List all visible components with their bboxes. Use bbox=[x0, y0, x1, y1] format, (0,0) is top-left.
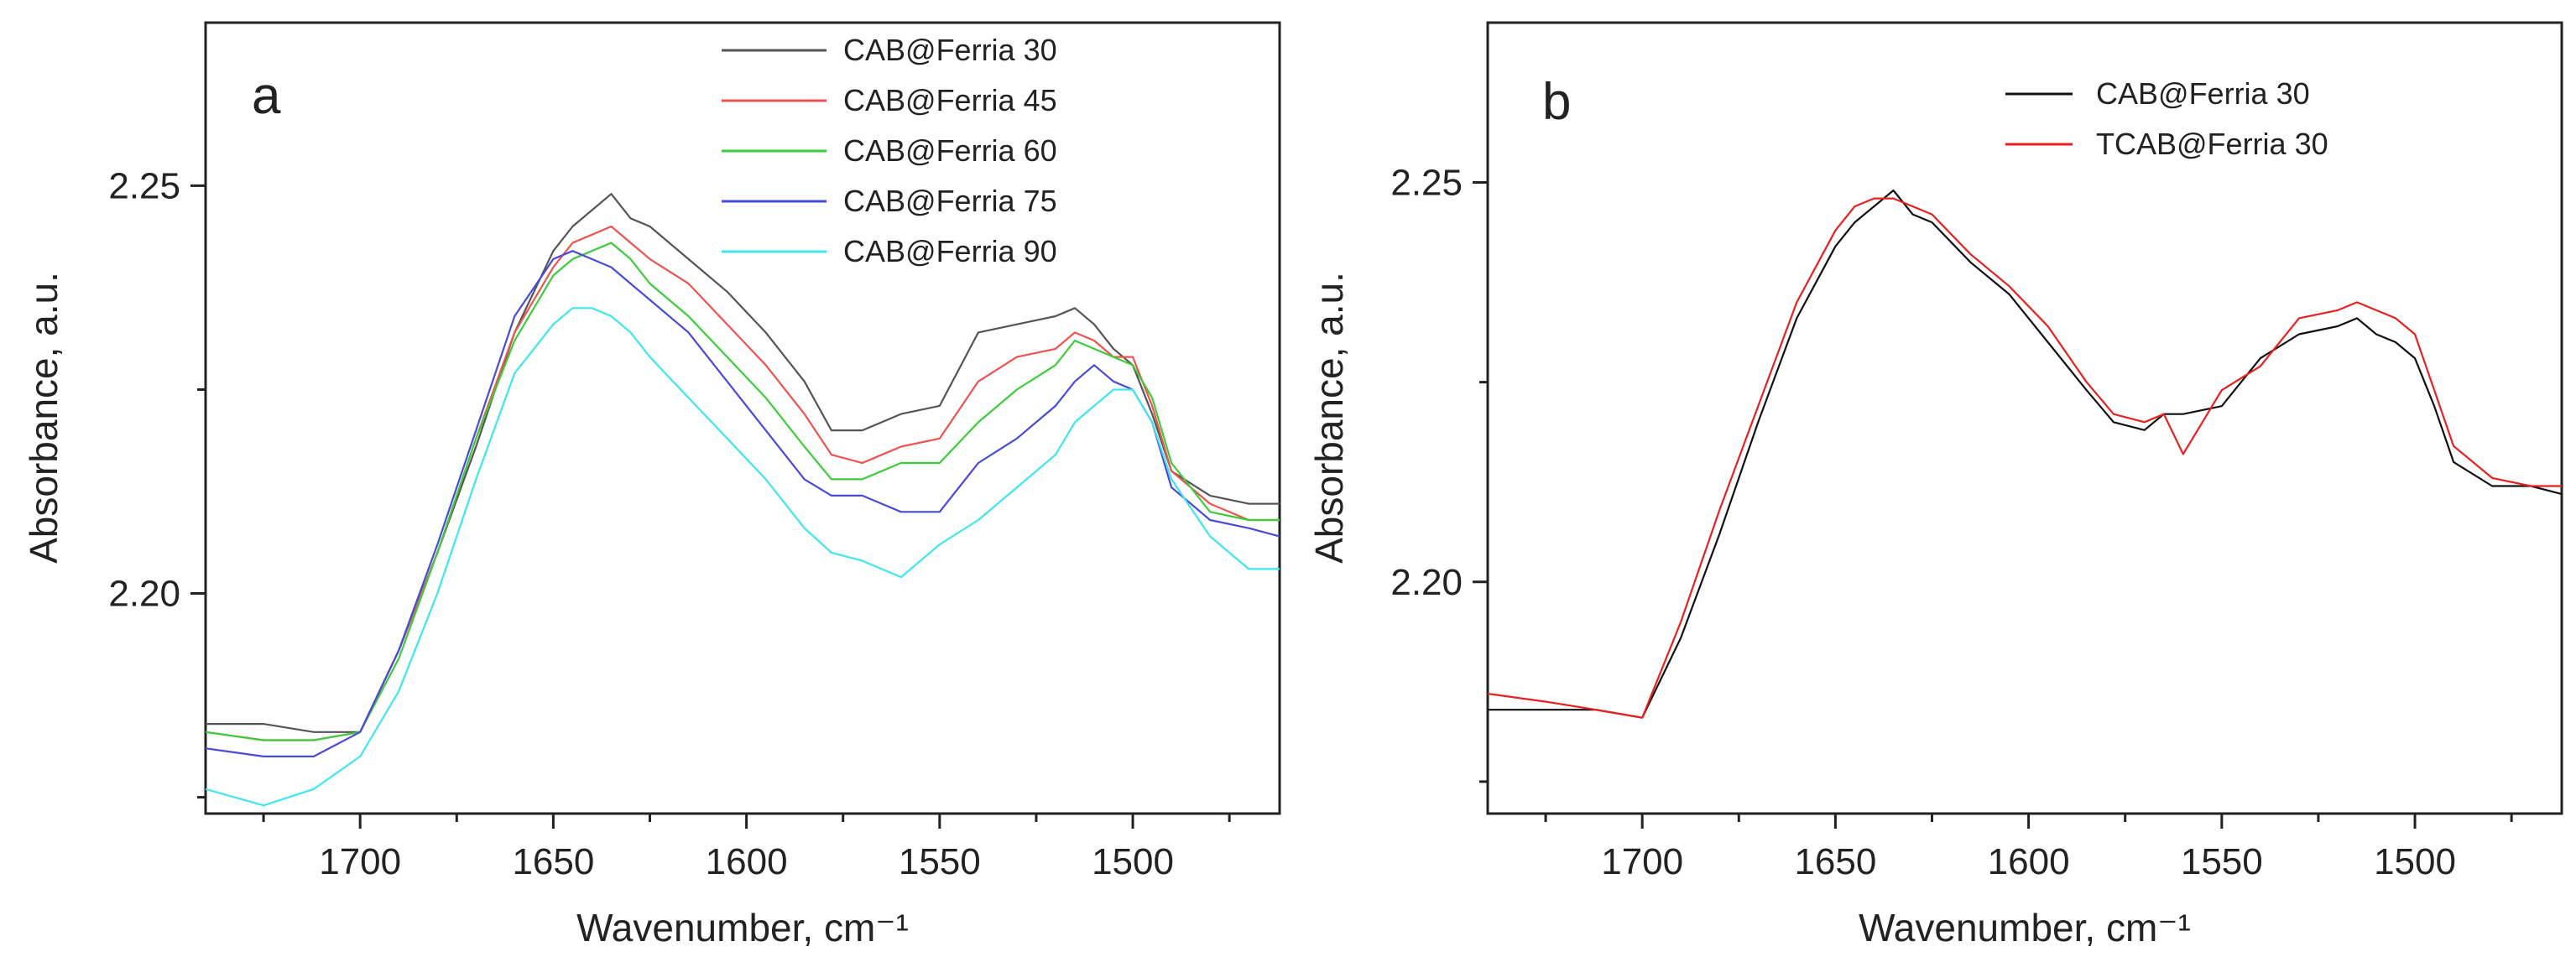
x-tick-label-a: 1550 bbox=[899, 841, 981, 882]
legend-a: CAB@Ferria 30 CAB@Ferria 45 CAB@Ferria 60 C… bbox=[722, 33, 1057, 268]
y-axis-title-b: Absorbance, a.u. bbox=[1307, 272, 1351, 564]
series-line-a-4 bbox=[205, 250, 1280, 758]
x-tick-label-a: 1650 bbox=[512, 841, 594, 882]
series-line-a-3 bbox=[205, 242, 1280, 741]
series-lines-b bbox=[1487, 189, 2563, 719]
legend-label-a-2: CAB@Ferria 45 bbox=[843, 83, 1057, 117]
x-axis-title-a: Wavenumber, cm⁻¹ bbox=[576, 906, 909, 949]
y-tick-label-a: 2.25 bbox=[108, 165, 180, 206]
legend-label-a-5: CAB@Ferria 90 bbox=[843, 234, 1057, 268]
x-tick-label-a: 1500 bbox=[1092, 841, 1174, 882]
legend-label-a-1: CAB@Ferria 30 bbox=[843, 33, 1057, 67]
panel-label-a: a bbox=[252, 67, 281, 125]
x-tick-label-b: 1700 bbox=[1601, 841, 1683, 882]
series-line-a-5 bbox=[205, 307, 1280, 807]
series-line-b-1 bbox=[1488, 189, 2563, 719]
y-tick-label-b: 2.25 bbox=[1390, 163, 1463, 204]
legend-label-b-1: CAB@Ferria 30 bbox=[2096, 76, 2310, 111]
y-tick-label-b: 2.20 bbox=[1390, 562, 1463, 603]
panel-a: 1700 1650 1600 1550 1500 2.20 2.25 CAB@Ferria … bbox=[22, 21, 1281, 949]
legend-label-a-3: CAB@Ferria 60 bbox=[843, 133, 1057, 168]
series-lines-a bbox=[205, 193, 1280, 807]
series-line-b-2 bbox=[1487, 197, 2562, 719]
series-line-a-2 bbox=[205, 225, 1280, 741]
legend-label-b-2: TCAB@Ferria 30 bbox=[2096, 127, 2328, 161]
x-axis-title-b: Wavenumber, cm⁻¹ bbox=[1859, 906, 2191, 949]
ticks-b: 1700 1650 1600 1550 1500 2.20 2.25 bbox=[1390, 163, 2513, 882]
x-tick-label-a: 1700 bbox=[319, 841, 401, 882]
y-tick-label-a: 2.20 bbox=[108, 574, 180, 615]
ticks-a: 1700 1650 1600 1550 1500 2.20 2.25 bbox=[108, 165, 1231, 882]
legend-b: CAB@Ferria 30 TCAB@Ferria 30 bbox=[2005, 76, 2328, 161]
legend-label-a-4: CAB@Ferria 75 bbox=[843, 184, 1057, 218]
plot-frame-a bbox=[204, 21, 1281, 815]
x-tick-label-b: 1600 bbox=[1988, 841, 2070, 882]
x-tick-label-b: 1500 bbox=[2374, 841, 2456, 882]
panel-label-b: b bbox=[1542, 73, 1571, 131]
x-tick-label-a: 1600 bbox=[706, 841, 788, 882]
plot-frame-b bbox=[1486, 21, 2563, 815]
panel-b: 1700 1650 1600 1550 1500 2.20 2.25 CAB@Ferria … bbox=[1307, 21, 2563, 949]
series-line-a-1 bbox=[206, 193, 1280, 733]
x-tick-label-b: 1550 bbox=[2181, 841, 2263, 882]
y-axis-title-a: Absorbance, a.u. bbox=[22, 272, 65, 564]
x-tick-label-b: 1650 bbox=[1794, 841, 1876, 882]
